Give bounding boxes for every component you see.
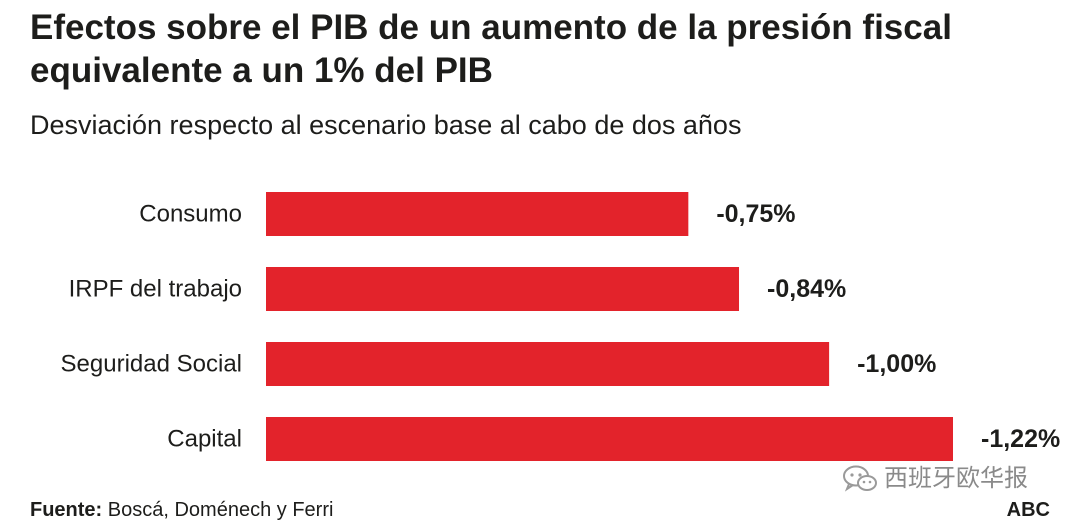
chart-title-line-1: Efectos sobre el PIB de un aumento de la…	[30, 8, 952, 47]
bar	[266, 267, 740, 311]
brand-logo: ABC	[1006, 499, 1050, 521]
value-label: -0,75%	[716, 200, 795, 228]
value-label: -0,84%	[767, 275, 846, 303]
bar	[266, 192, 689, 236]
chart-title-line-2: equivalente a un 1% del PIB	[30, 51, 493, 90]
watermark-text: 西班牙欧华报	[884, 465, 1028, 492]
value-label: -1,22%	[981, 425, 1060, 453]
chart-subtitle: Desviación respecto al escenario base al…	[30, 110, 742, 140]
category-label: Seguridad Social	[61, 351, 242, 378]
source-note: Fuente: Boscá, Doménech y Ferri	[30, 498, 333, 522]
bar	[266, 417, 953, 461]
source-label: Fuente:	[30, 499, 103, 521]
source-text: Boscá, Doménech y Ferri	[107, 499, 334, 521]
chart-title: Efectos sobre el PIB de un aumento de la…	[30, 6, 1050, 92]
category-label: Consumo	[139, 201, 242, 228]
wechat-icon	[843, 465, 877, 492]
category-label: Capital	[167, 426, 242, 453]
value-label: -1,00%	[857, 350, 936, 378]
category-label: IRPF del trabajo	[69, 276, 242, 303]
bar-chart: Consumo -0,75% IRPF del trabajo -0,84% Segur…	[61, 192, 1060, 461]
watermark: 西班牙欧华报	[842, 464, 1028, 494]
bar	[266, 342, 830, 386]
